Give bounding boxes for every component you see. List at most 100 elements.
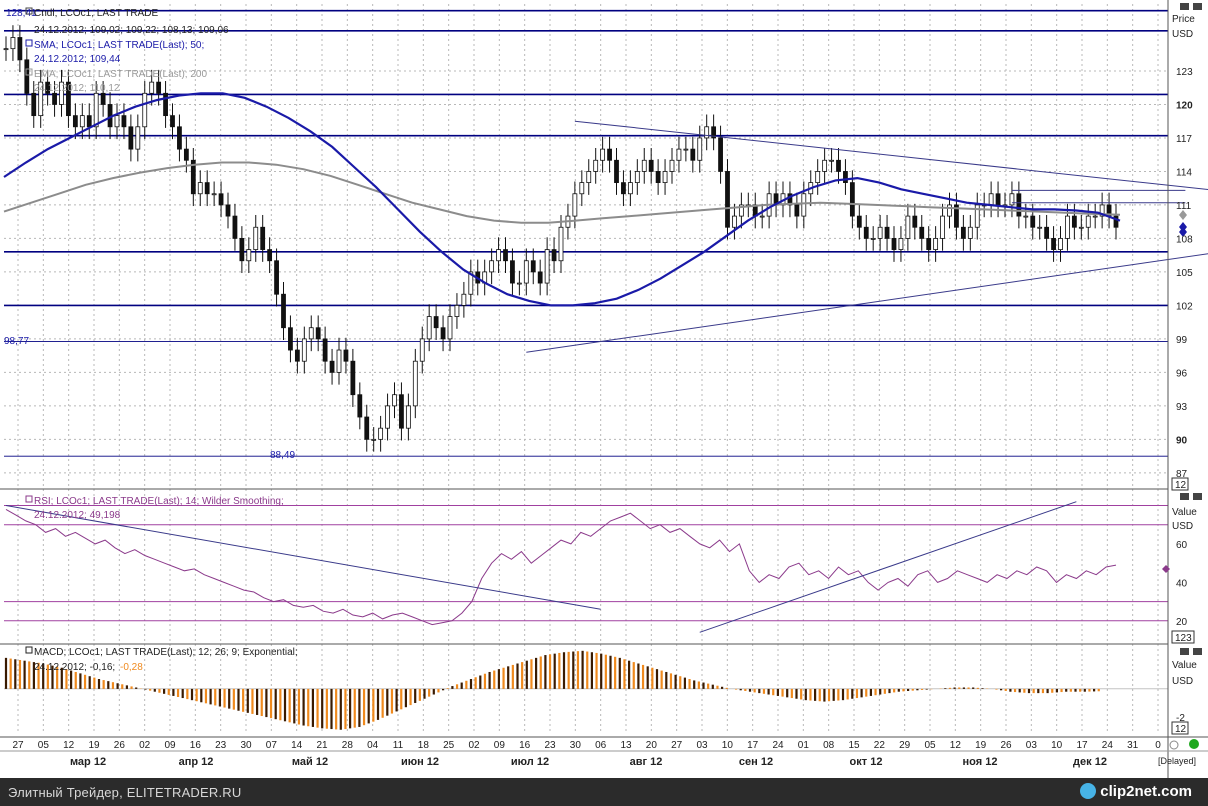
month-label: ноя 12 xyxy=(963,756,998,768)
candle-body xyxy=(211,193,217,196)
candle-body xyxy=(142,92,148,128)
candle-body xyxy=(329,360,335,373)
footer-logo[interactable]: clip2net.com xyxy=(1080,783,1192,800)
candle-body xyxy=(496,249,501,262)
candle-body xyxy=(662,171,668,184)
candle-body xyxy=(315,327,321,340)
candle-body xyxy=(38,81,44,117)
x-tick-label: 02 xyxy=(468,740,480,751)
right-axis: Price USD 12 Value USD 123 Value USD 12 … xyxy=(1158,3,1202,766)
price-tick-label: 99 xyxy=(1176,335,1188,346)
x-tick-label: 30 xyxy=(240,740,252,751)
trend-line xyxy=(526,253,1208,353)
sma-legend-values: 24.12.2012; 109,44 xyxy=(34,54,121,65)
candle-body xyxy=(177,126,182,150)
x-tick-label: 27 xyxy=(671,740,683,751)
x-tick-label: 02 xyxy=(139,740,151,751)
candle-body xyxy=(884,226,890,239)
candle-body xyxy=(912,215,918,228)
x-tick-label: 01 xyxy=(798,740,810,751)
price-legend: 128,41 Cndl; LCOc1; LAST TRADE 24.12.201… xyxy=(6,7,229,94)
candle-body xyxy=(281,293,286,329)
x-tick-label: 14 xyxy=(291,740,303,751)
price-panel xyxy=(3,9,1208,457)
candle-body xyxy=(829,159,834,162)
minimize-icon[interactable] xyxy=(1180,648,1189,655)
price-tick-label: 90 xyxy=(1176,435,1188,446)
minimize-icon[interactable] xyxy=(1180,493,1189,500)
legend-toggle-icon[interactable] xyxy=(25,646,33,654)
candle-body xyxy=(239,238,245,262)
price-tick-label: 114 xyxy=(1176,167,1192,178)
candle-body xyxy=(267,249,273,262)
candle-body xyxy=(135,126,141,150)
legend-toggle-icon[interactable] xyxy=(25,68,33,76)
x-tick-label: 20 xyxy=(646,740,658,751)
rsi-panel xyxy=(4,501,1168,633)
x-tick-label: 25 xyxy=(443,740,455,751)
close-icon[interactable] xyxy=(1193,493,1202,500)
macd-panel xyxy=(4,650,1168,730)
candle-body xyxy=(704,126,710,139)
candle-body xyxy=(718,137,723,172)
candle-body xyxy=(350,360,356,396)
x-tick-label: 26 xyxy=(114,740,126,751)
rsi-legend-title: RSI; LCOc1; LAST TRADE(Last); 14; Wilder… xyxy=(34,496,284,507)
macd-tick-label: -2 xyxy=(1176,713,1185,724)
price-tick-label: 93 xyxy=(1176,402,1188,413)
close-icon[interactable] xyxy=(1193,648,1202,655)
candle-body xyxy=(121,115,127,128)
legend-toggle-icon[interactable] xyxy=(25,495,33,503)
candle-body xyxy=(919,226,925,239)
x-tick-label: 10 xyxy=(722,740,734,751)
candle-body xyxy=(357,394,363,418)
month-label: окт 12 xyxy=(850,756,883,768)
candle-body xyxy=(246,249,252,262)
close-icon[interactable] xyxy=(1193,3,1202,10)
x-tick-label: 19 xyxy=(88,740,100,751)
candle-body xyxy=(149,81,155,94)
candle-body xyxy=(232,215,238,239)
candle-body xyxy=(447,316,453,340)
price-tick-label: 123 xyxy=(1176,67,1193,78)
macd-legend-signal: -0,28 xyxy=(120,662,143,673)
price-tick-label: 117 xyxy=(1176,134,1192,145)
candle-body xyxy=(52,92,57,105)
x-tick-label: 26 xyxy=(1000,740,1012,751)
candle-body xyxy=(607,148,612,161)
price-axis-badge: 12 xyxy=(1175,480,1187,491)
candle-body xyxy=(655,171,661,184)
level-label: 98,77 xyxy=(4,336,29,347)
candle-body xyxy=(1065,215,1070,239)
month-label: май 12 xyxy=(292,756,328,768)
x-tick-label: 22 xyxy=(874,740,886,751)
price-tick-label: 96 xyxy=(1176,368,1188,379)
x-tick-label: 16 xyxy=(190,740,202,751)
candle-body xyxy=(516,282,522,285)
x-axis: 27 05 12 19 26 02 09 16 23 30 07 14 21 28 04 11 18 25 02 09… xyxy=(12,740,1161,768)
candle-body xyxy=(225,204,231,217)
legend-toggle-icon[interactable] xyxy=(25,7,33,15)
candle-body xyxy=(1030,215,1036,228)
minimize-icon[interactable] xyxy=(1180,3,1189,10)
candle-body xyxy=(683,148,689,151)
candle-body xyxy=(960,226,966,239)
footer-bar: Элитный Трейдер, ELITETRADER.RU clip2net… xyxy=(0,778,1208,806)
stock-chart: 128,41 Cndl; LCOc1; LAST TRADE 24.12.201… xyxy=(0,0,1208,778)
price-tick-label: 108 xyxy=(1176,234,1193,245)
candle-body xyxy=(1044,226,1050,239)
candle-body xyxy=(378,427,384,440)
candle-body xyxy=(572,193,578,217)
candle-body xyxy=(614,159,619,184)
x-tick-label: 03 xyxy=(696,740,708,751)
price-tick-label: 120 xyxy=(1176,100,1193,111)
legend-toggle-icon[interactable] xyxy=(25,39,33,47)
candle-body xyxy=(947,204,952,217)
candle-body xyxy=(641,159,647,172)
candle-body xyxy=(405,405,411,429)
x-tick-label: 08 xyxy=(823,740,835,751)
candle-body xyxy=(1051,238,1056,250)
candle-body xyxy=(877,226,883,239)
candle-body xyxy=(551,249,557,262)
